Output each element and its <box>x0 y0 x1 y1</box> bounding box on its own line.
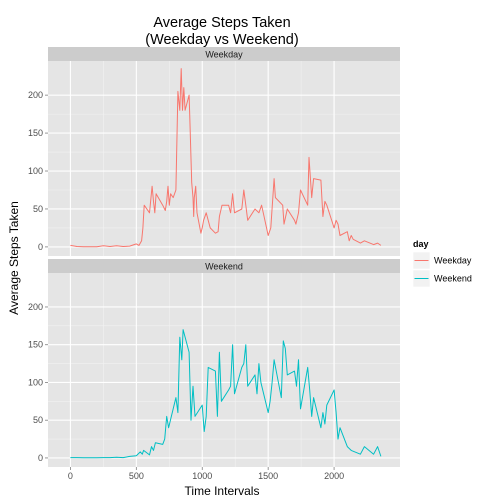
series-line-weekday <box>70 68 382 248</box>
x-tick-label: 0 <box>68 471 73 481</box>
panel-background <box>48 61 400 256</box>
y-tick-label: 150 <box>28 340 43 350</box>
strip-background <box>48 259 400 273</box>
legend: day Weekday Weekend <box>412 239 472 288</box>
x-tick-label: 1000 <box>192 471 212 481</box>
strip-label: Weekday <box>205 50 243 60</box>
x-tick-label: 2000 <box>324 471 344 481</box>
strip-label: Weekend <box>205 262 243 272</box>
series-line-weekend <box>70 329 382 459</box>
facet-panel-weekday: Weekday 0 50 100 150 200 <box>28 47 400 256</box>
legend-item-weekend: Weekend <box>412 269 472 288</box>
legend-label: Weekend <box>434 274 472 284</box>
chart-title-line-2: (Weekday vs Weekend) <box>145 32 298 48</box>
y-tick-label: 200 <box>28 302 43 312</box>
x-tick-label: 1500 <box>258 471 278 481</box>
legend-label: Weekday <box>434 256 472 266</box>
y-tick-label: 100 <box>28 166 43 176</box>
y-tick-label: 0 <box>38 242 43 252</box>
chart-title-line-1: Average Steps Taken <box>153 15 290 31</box>
legend-item-weekday: Weekday <box>412 251 472 270</box>
x-axis-title: Time Intervals <box>185 484 260 498</box>
y-tick-label: 100 <box>28 377 43 387</box>
y-tick-label: 150 <box>28 128 43 138</box>
panel-background <box>48 273 400 467</box>
legend-title: day <box>413 239 429 249</box>
y-tick-label: 50 <box>33 204 43 214</box>
y-axis-title: Average Steps Taken <box>7 201 21 315</box>
x-tick-label: 500 <box>129 471 144 481</box>
y-tick-label: 50 <box>33 415 43 425</box>
y-tick-label: 0 <box>38 453 43 463</box>
strip-background <box>48 47 400 61</box>
y-tick-label: 200 <box>28 90 43 100</box>
